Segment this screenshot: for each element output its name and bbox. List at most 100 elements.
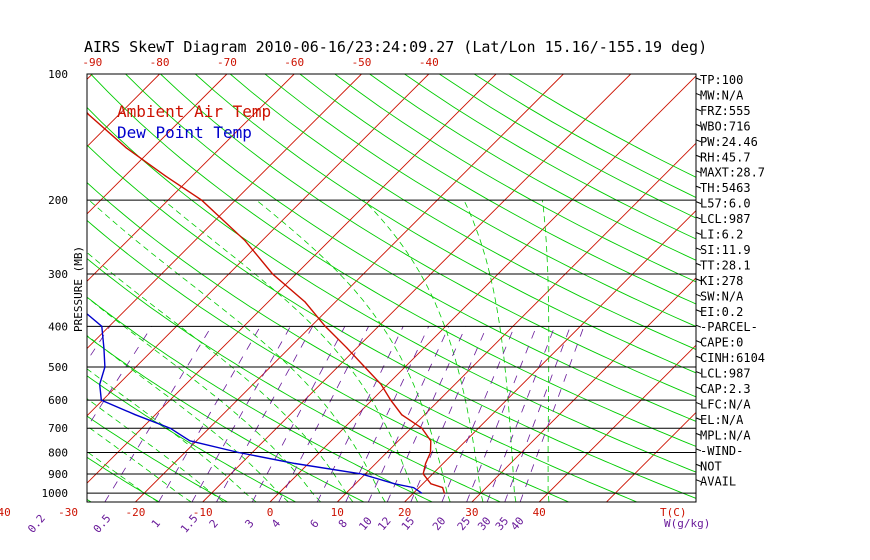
ambient-air-temp-point bbox=[430, 440, 432, 442]
index-tick bbox=[695, 293, 702, 297]
dew-point-temp-point bbox=[100, 399, 102, 401]
dry-adiabat-line bbox=[195, 74, 696, 374]
mixing-ratio-tick-label: 3 bbox=[243, 517, 257, 530]
index-tick bbox=[695, 386, 702, 390]
ambient-air-temp-point bbox=[442, 487, 444, 489]
isotherm-line bbox=[269, 75, 696, 502]
ambient-air-temp-point bbox=[272, 273, 274, 275]
mixing-ratio-tick-label: 10 bbox=[356, 514, 374, 533]
ambient-air-temp-point bbox=[429, 451, 432, 454]
dry-adiabat-line bbox=[0, 74, 23, 502]
moist-adiabat-line bbox=[87, 398, 225, 502]
dew-point-temp-point bbox=[134, 414, 136, 416]
mixing-ratio-line bbox=[316, 326, 404, 502]
moist-adiabat-line bbox=[88, 199, 386, 502]
dew-point-temp-point bbox=[294, 462, 296, 465]
ambient-air-temp-line bbox=[87, 111, 446, 494]
mixing-ratio-tick-label: 4 bbox=[269, 517, 283, 531]
pressure-tick-labels: 100 200 300 400 500 600 700 800 900 1000 bbox=[42, 68, 69, 500]
index-tick bbox=[695, 371, 702, 375]
index-tick bbox=[695, 216, 702, 220]
legend-dew-point-temp: Dew Point Temp bbox=[117, 123, 252, 142]
index-tick bbox=[695, 262, 702, 266]
ambient-air-temp-point bbox=[364, 366, 366, 368]
mixing-ratio-tick-label: 1 bbox=[149, 517, 163, 530]
stability-index: LI:6.2 bbox=[700, 228, 743, 242]
mixing-ratio-line bbox=[466, 326, 537, 502]
ambient-air-temp-point bbox=[304, 301, 306, 303]
mixing-ratio-line bbox=[441, 326, 515, 502]
stability-index: MW:N/A bbox=[700, 88, 744, 102]
moist-adiabat-line bbox=[87, 335, 289, 502]
dry-adiabat-line bbox=[299, 74, 696, 305]
stability-index: CINH:6104 bbox=[700, 351, 765, 365]
stability-index: EL:N/A bbox=[700, 413, 744, 427]
top-temperature-tick-label: -40 bbox=[419, 56, 439, 69]
pressure-tick-label: 400 bbox=[48, 320, 68, 333]
mixing-ratio-line bbox=[410, 326, 488, 502]
index-tick bbox=[695, 77, 702, 81]
mixing-ratio-tick-label: 20 bbox=[430, 515, 448, 534]
index-tick bbox=[695, 170, 702, 174]
pressure-tick-label: 100 bbox=[48, 68, 68, 81]
legend: Ambient Air Temp Dew Point Temp bbox=[117, 102, 271, 142]
dry-adiabat-line bbox=[160, 74, 696, 398]
pressure-tick-label: 200 bbox=[48, 194, 68, 207]
ambient-air-temp-point bbox=[324, 325, 326, 327]
stability-index: -WIND- bbox=[700, 444, 743, 458]
dry-adiabat-line bbox=[87, 415, 228, 502]
top-temperature-tick-label: -80 bbox=[150, 56, 170, 69]
mixing-ratio-line bbox=[216, 326, 313, 502]
moist-adiabat-line bbox=[542, 200, 550, 502]
top-temperature-tick-label: -90 bbox=[82, 56, 102, 69]
mixing-ratio-line bbox=[367, 326, 450, 502]
dew-point-temp-point bbox=[360, 473, 362, 475]
pressure-tick-label: 700 bbox=[48, 422, 68, 435]
ambient-air-temp-point bbox=[125, 147, 127, 149]
index-tick bbox=[695, 139, 702, 143]
top-temperature-tick-label: -50 bbox=[352, 56, 372, 69]
bottom-temperature-tick-label: 10 bbox=[331, 506, 344, 519]
isotherm-line bbox=[606, 411, 696, 502]
pressure-tick-label: 900 bbox=[48, 468, 68, 481]
stability-index: MAXT:28.7 bbox=[700, 166, 765, 180]
index-tick bbox=[695, 154, 702, 158]
pressure-tick-label: 500 bbox=[48, 361, 68, 374]
mixing-ratio-line bbox=[486, 326, 556, 502]
ambient-air-temp-point bbox=[421, 427, 423, 429]
isotherm-line bbox=[87, 74, 160, 148]
bottom-temperature-tick-label: 0 bbox=[267, 506, 274, 519]
dry-adiabat-line bbox=[87, 219, 569, 502]
index-tick bbox=[695, 232, 702, 235]
dew-point-temp-line bbox=[87, 312, 422, 494]
dew-point-temp-point bbox=[22, 240, 23, 241]
dry-adiabat-line bbox=[87, 106, 696, 473]
plot-frame bbox=[86, 73, 697, 503]
bottom-temperature-tick-label: 30 bbox=[465, 506, 478, 519]
mixing-ratio-line bbox=[104, 326, 212, 502]
bottom-temperature-tick-label: 20 bbox=[398, 506, 411, 519]
mixing-ratio-tick-label: 40 bbox=[508, 514, 526, 533]
top-temperature-tick-labels: -90 -80 -70 -60 -50 -40 bbox=[82, 56, 438, 69]
mixing-ratio-tick-label: 0.2 bbox=[25, 512, 48, 536]
stability-index: NOT bbox=[700, 459, 722, 473]
profile-lines bbox=[22, 111, 446, 494]
stability-index: SW:N/A bbox=[700, 289, 744, 303]
isotherm-line bbox=[87, 74, 497, 484]
index-tick bbox=[695, 247, 702, 251]
moist-adiabat-line bbox=[87, 451, 159, 502]
stability-index: MPL:N/A bbox=[700, 428, 751, 442]
moist-adiabat-line bbox=[163, 199, 418, 502]
bottom-temperature-tick-label: -20 bbox=[125, 506, 145, 519]
thermodynamic-grid bbox=[0, 74, 696, 502]
mixing-ratio-line bbox=[386, 326, 467, 502]
bottom-temperature-tick-label: 40 bbox=[533, 506, 546, 519]
dew-point-temp-point bbox=[104, 366, 106, 368]
index-tick bbox=[695, 355, 702, 359]
dew-point-temp-point bbox=[101, 325, 103, 327]
dew-point-temp-point bbox=[238, 451, 240, 454]
dry-adiabat-line bbox=[87, 258, 501, 502]
plot-area bbox=[0, 73, 697, 503]
